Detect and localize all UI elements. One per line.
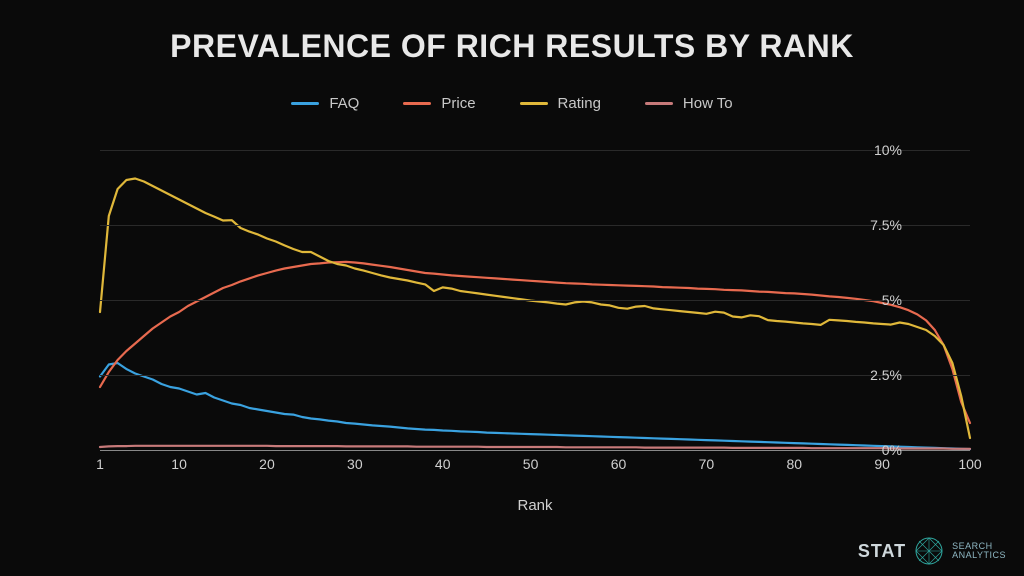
gridline bbox=[100, 150, 970, 151]
legend-swatch bbox=[645, 102, 673, 105]
x-tick-label: 100 bbox=[958, 456, 981, 472]
gridline bbox=[100, 375, 970, 376]
legend-swatch bbox=[520, 102, 548, 105]
x-axis-title: Rank bbox=[517, 497, 552, 514]
legend-label: Rating bbox=[558, 95, 601, 112]
legend-swatch bbox=[291, 102, 319, 105]
gridline bbox=[100, 225, 970, 226]
x-tick-label: 1 bbox=[96, 456, 104, 472]
series-line bbox=[100, 179, 970, 439]
y-tick-label: 2.5% bbox=[852, 367, 902, 383]
logo-text: STAT bbox=[858, 541, 906, 562]
legend: FAQ Price Rating How To bbox=[0, 95, 1024, 112]
x-tick-label: 10 bbox=[171, 456, 187, 472]
x-tick-label: 50 bbox=[523, 456, 539, 472]
legend-item: Rating bbox=[520, 95, 601, 112]
x-tick-label: 60 bbox=[611, 456, 627, 472]
legend-item: FAQ bbox=[291, 95, 359, 112]
legend-item: Price bbox=[403, 95, 475, 112]
x-tick-label: 80 bbox=[786, 456, 802, 472]
y-tick-label: 5% bbox=[852, 292, 902, 308]
legend-label: Price bbox=[441, 95, 475, 112]
legend-label: How To bbox=[683, 95, 733, 112]
x-tick-label: 30 bbox=[347, 456, 363, 472]
y-tick-label: 7.5% bbox=[852, 217, 902, 233]
x-tick-label: 20 bbox=[259, 456, 275, 472]
gridline bbox=[100, 300, 970, 301]
logo-tagline: SEARCHANALYTICS bbox=[952, 542, 1006, 561]
gridline bbox=[100, 450, 970, 451]
logo-icon bbox=[914, 536, 944, 566]
x-tick-label: 70 bbox=[699, 456, 715, 472]
brand-logo: STAT SEARCHANALYTICS bbox=[858, 536, 1006, 566]
series-line bbox=[100, 262, 970, 423]
chart-area: 0%2.5%5%7.5%10%1102030405060708090100 Ra… bbox=[100, 150, 970, 480]
y-tick-label: 10% bbox=[852, 142, 902, 158]
legend-label: FAQ bbox=[329, 95, 359, 112]
legend-swatch bbox=[403, 102, 431, 105]
chart-title: PREVALENCE OF RICH RESULTS BY RANK bbox=[0, 0, 1024, 65]
x-tick-label: 90 bbox=[874, 456, 890, 472]
legend-item: How To bbox=[645, 95, 733, 112]
x-tick-label: 40 bbox=[435, 456, 451, 472]
series-line bbox=[100, 446, 970, 449]
